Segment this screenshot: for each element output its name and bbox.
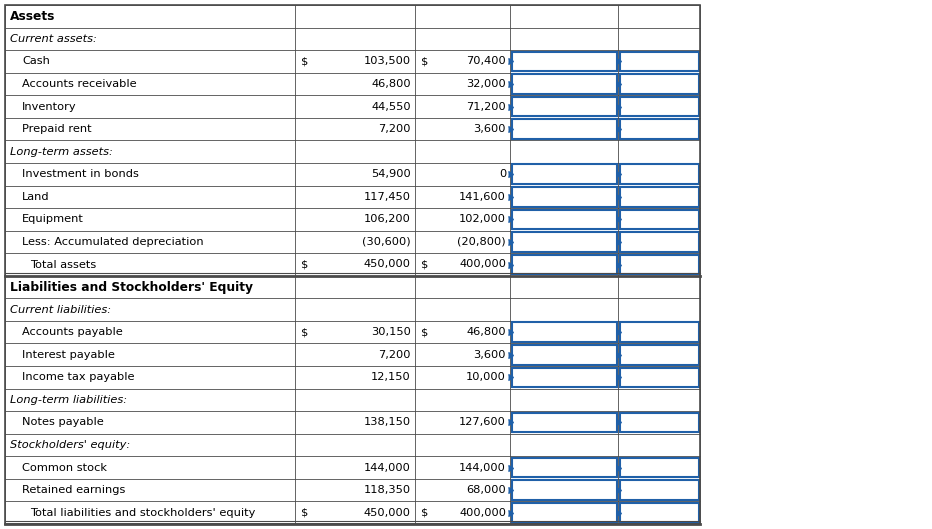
Bar [620,209,698,229]
Text: 7,200: 7,200 [378,350,411,360]
Bar [512,458,616,477]
Text: Total assets: Total assets [30,260,96,269]
Bar [620,232,698,252]
Text: (20,800): (20,800) [458,237,506,247]
Text: 400,000: 400,000 [459,508,506,518]
Text: 106,200: 106,200 [364,214,411,224]
Bar [620,480,698,500]
Bar [512,120,616,139]
Text: Common stock: Common stock [22,462,107,472]
Text: Notes payable: Notes payable [22,417,103,427]
Text: $: $ [421,327,429,337]
Text: Accounts payable: Accounts payable [22,327,123,337]
Bar [512,52,616,71]
Text: $: $ [301,57,308,67]
Bar [512,165,616,184]
Text: 68,000: 68,000 [466,485,506,495]
Text: 0: 0 [499,169,506,179]
Text: $: $ [421,57,429,67]
Bar [512,232,616,252]
Bar [620,413,698,432]
Bar [512,480,616,500]
Text: 3,600: 3,600 [473,124,506,134]
Text: 102,000: 102,000 [459,214,506,224]
Text: 127,600: 127,600 [459,417,506,427]
Text: $: $ [301,260,308,269]
Bar [620,503,698,523]
Text: Retained earnings: Retained earnings [22,485,126,495]
Text: Land: Land [22,192,49,202]
Bar [512,345,616,364]
Text: $: $ [421,508,429,518]
Text: 400,000: 400,000 [459,260,506,269]
Text: Interest payable: Interest payable [22,350,115,360]
Text: Current assets:: Current assets: [10,34,97,44]
Text: 144,000: 144,000 [459,462,506,472]
Text: 54,900: 54,900 [371,169,411,179]
Text: 44,550: 44,550 [371,102,411,112]
Text: Long-term liabilities:: Long-term liabilities: [10,395,127,405]
Text: 141,600: 141,600 [459,192,506,202]
Text: Inventory: Inventory [22,102,76,112]
Bar [512,322,616,342]
Text: Total liabilities and stockholders' equity: Total liabilities and stockholders' equi… [30,508,255,518]
Text: Investment in bonds: Investment in bonds [22,169,139,179]
Bar [512,503,616,523]
Text: $: $ [301,508,308,518]
Text: Prepaid rent: Prepaid rent [22,124,91,134]
Text: 46,800: 46,800 [371,79,411,89]
Text: 450,000: 450,000 [364,508,411,518]
Text: 103,500: 103,500 [363,57,411,67]
Text: Income tax payable: Income tax payable [22,372,134,382]
Bar [512,209,616,229]
Bar [620,97,698,116]
Bar [620,74,698,94]
Text: $: $ [301,327,308,337]
Bar [620,187,698,207]
Bar [512,255,616,274]
Bar [512,413,616,432]
Text: 117,450: 117,450 [364,192,411,202]
Text: 32,000: 32,000 [466,79,506,89]
Text: Stockholders' equity:: Stockholders' equity: [10,440,130,450]
Text: 12,150: 12,150 [371,372,411,382]
Text: 71,200: 71,200 [466,102,506,112]
Bar [620,255,698,274]
Text: 118,350: 118,350 [363,485,411,495]
Bar [620,52,698,71]
Bar [5,5,700,524]
Bar [512,187,616,207]
Text: $: $ [421,260,429,269]
Text: 10,000: 10,000 [466,372,506,382]
Bar [620,345,698,364]
Text: Current liabilities:: Current liabilities: [10,305,111,315]
Text: Equipment: Equipment [22,214,84,224]
Bar [512,97,616,116]
Text: Assets: Assets [10,10,55,23]
Bar [512,74,616,94]
Bar [620,165,698,184]
Bar [620,368,698,387]
Text: Accounts receivable: Accounts receivable [22,79,137,89]
Text: 138,150: 138,150 [363,417,411,427]
Text: 46,800: 46,800 [466,327,506,337]
Bar [620,322,698,342]
Text: Less: Accumulated depreciation: Less: Accumulated depreciation [22,237,203,247]
Text: (30,600): (30,600) [363,237,411,247]
Text: Liabilities and Stockholders' Equity: Liabilities and Stockholders' Equity [10,280,253,294]
Text: 7,200: 7,200 [378,124,411,134]
Text: 144,000: 144,000 [364,462,411,472]
Text: 3,600: 3,600 [473,350,506,360]
Bar [620,458,698,477]
Bar [620,120,698,139]
Bar [512,368,616,387]
Text: 70,400: 70,400 [466,57,506,67]
Text: 450,000: 450,000 [364,260,411,269]
Text: Long-term assets:: Long-term assets: [10,147,113,157]
Text: 30,150: 30,150 [371,327,411,337]
Text: Cash: Cash [22,57,50,67]
